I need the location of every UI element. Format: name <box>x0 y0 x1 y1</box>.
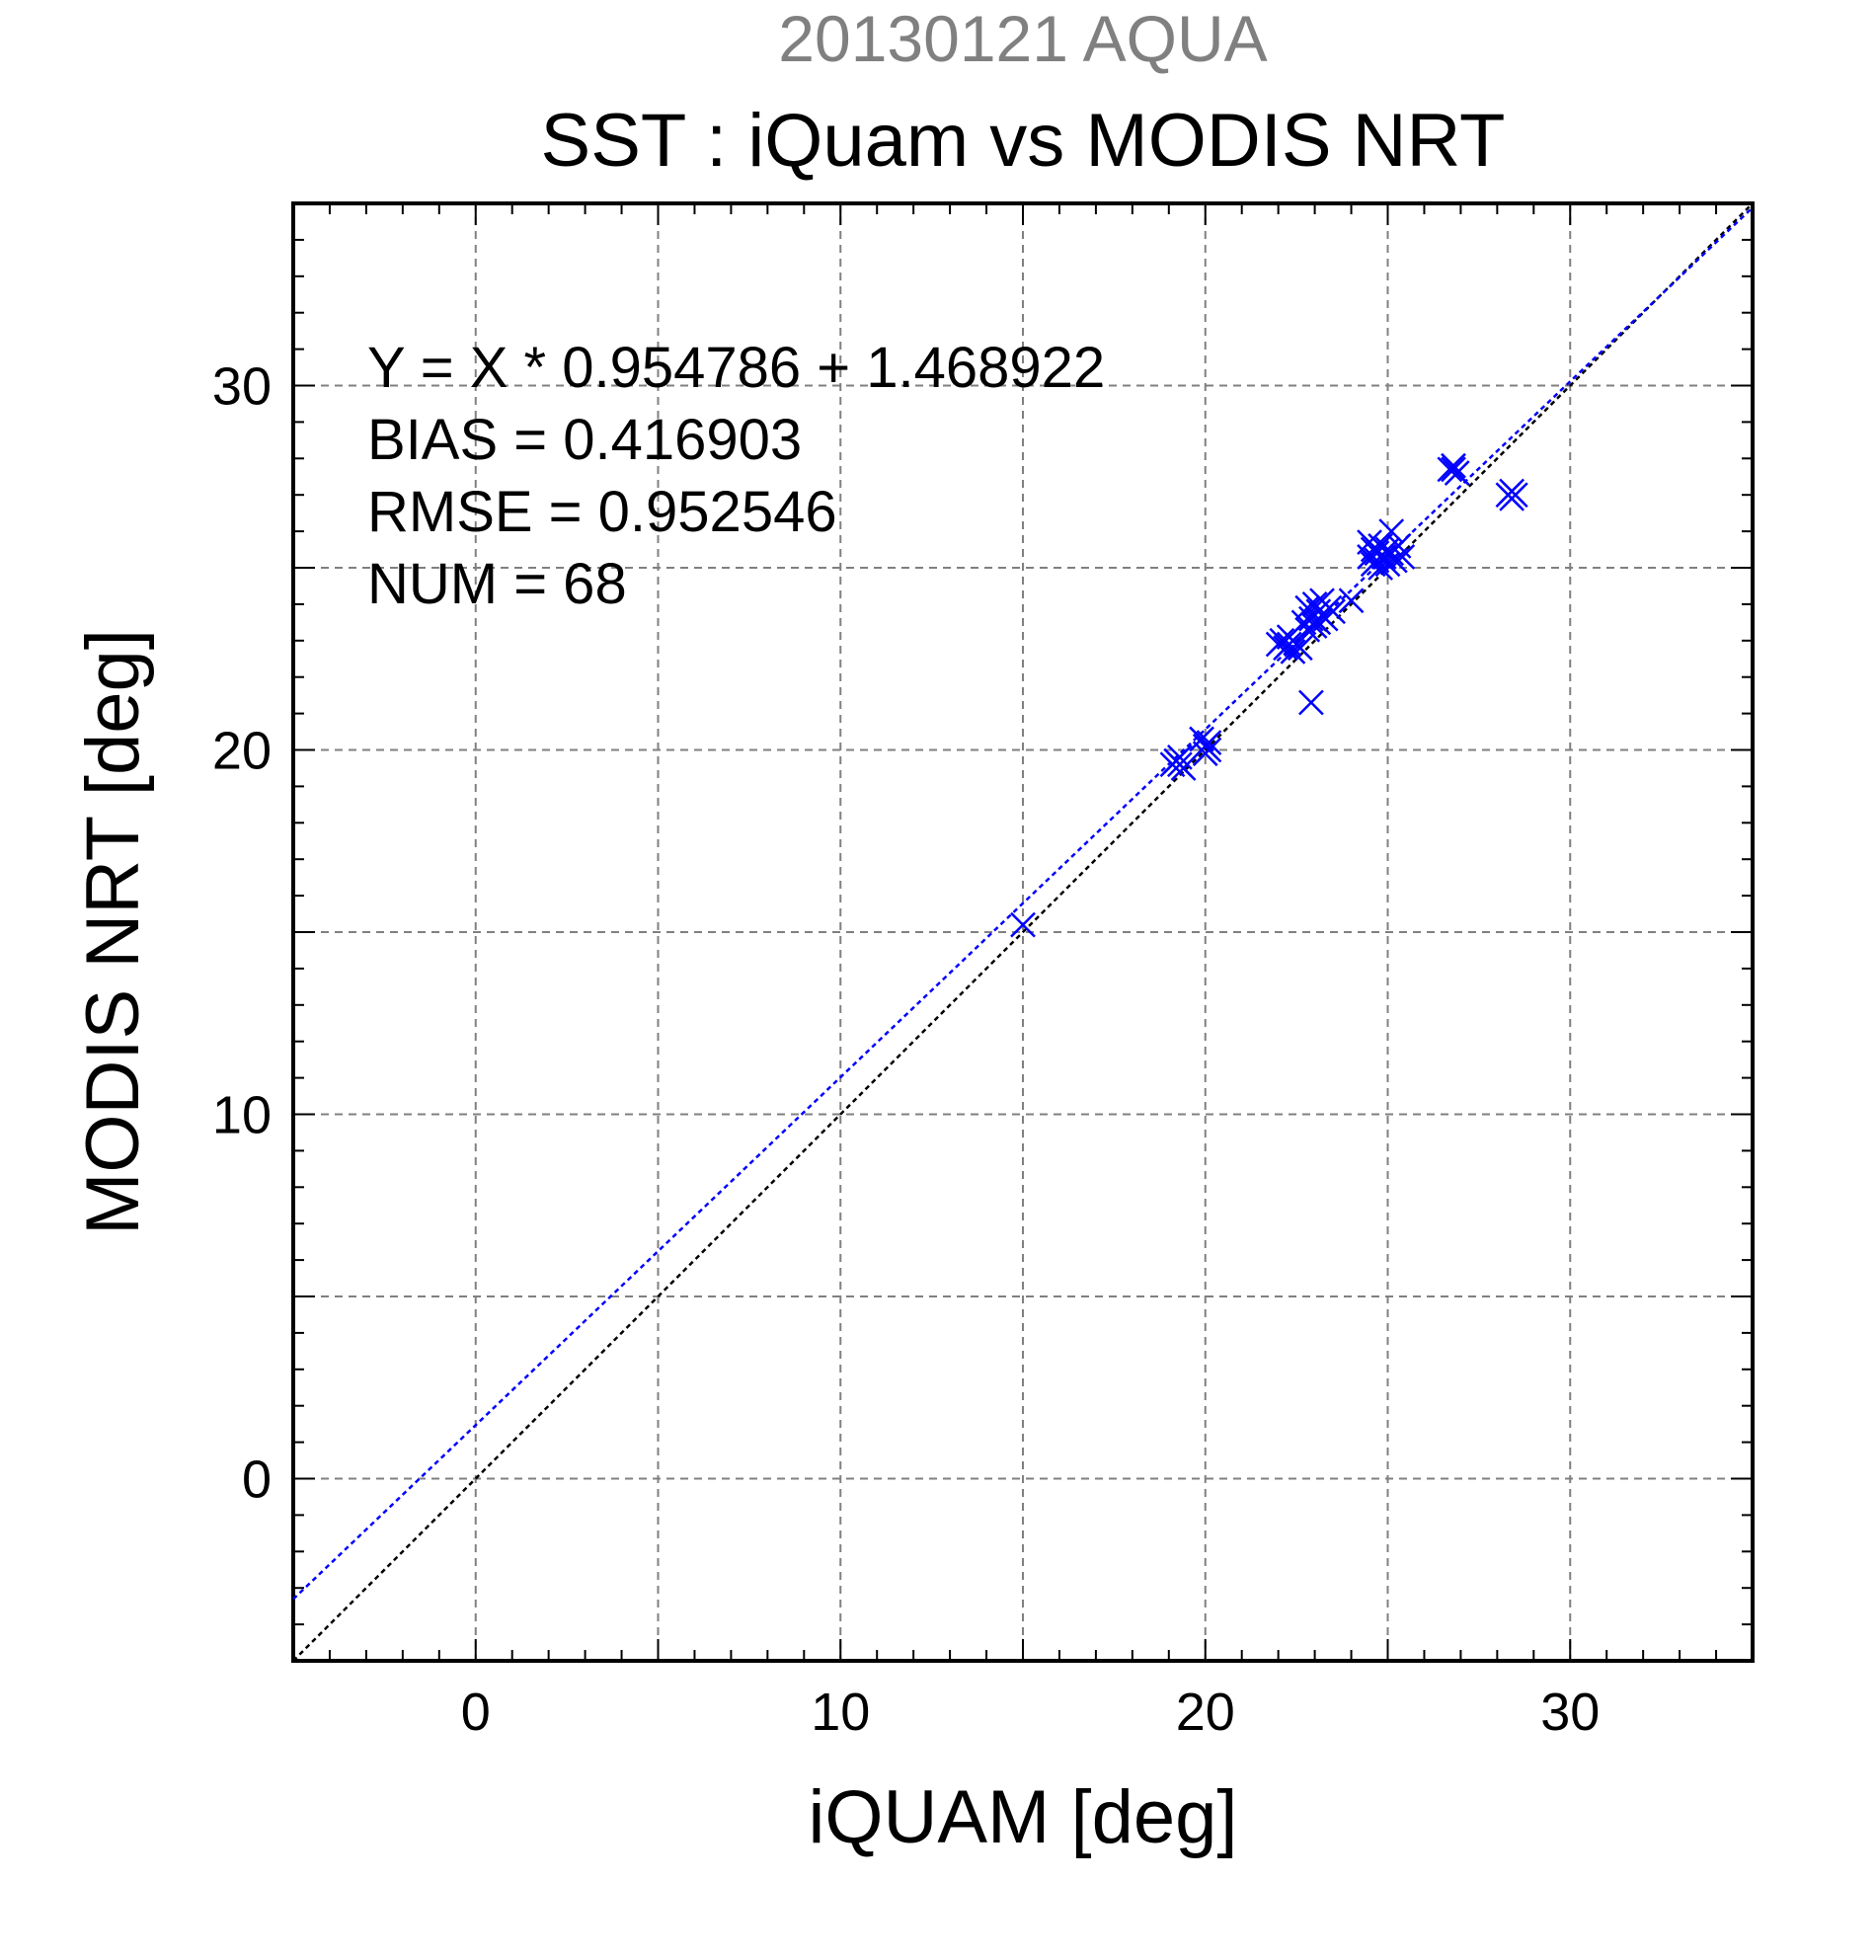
data-point <box>1382 547 1408 574</box>
data-point-stroke <box>1010 911 1036 938</box>
data-point <box>1305 609 1332 636</box>
data-point-stroke <box>1196 730 1222 756</box>
reference-lines <box>292 202 1754 1662</box>
data-points <box>1010 452 1528 938</box>
data-point-stroke <box>1370 544 1397 570</box>
data-point-stroke <box>1189 726 1214 752</box>
x-tick-label: 0 <box>461 1683 491 1742</box>
chart-title: SST : iQuam vs MODIS NRT <box>541 99 1506 183</box>
data-point <box>1378 518 1405 544</box>
grid-lines <box>293 203 1753 1661</box>
data-point <box>1196 730 1222 756</box>
stats-line: Y = X * 0.954786 + 1.468922 <box>367 336 1105 400</box>
data-point-stroke <box>1280 638 1306 665</box>
data-point-stroke <box>1368 532 1393 559</box>
data-point-stroke <box>1382 547 1408 574</box>
data-point <box>1170 755 1197 781</box>
data-point-stroke <box>1305 609 1332 636</box>
data-point-stroke <box>1170 755 1197 781</box>
data-point <box>1499 478 1525 505</box>
chart-subtitle: 20130121 AQUA <box>778 2 1267 75</box>
y-tick-label: 20 <box>212 722 272 781</box>
data-point <box>1287 635 1313 662</box>
data-point <box>1189 726 1214 752</box>
y-tick-label: 30 <box>212 357 272 417</box>
y-tick-label: 10 <box>212 1086 272 1145</box>
data-point-stroke <box>1338 588 1365 614</box>
stats-annotation: Y = X * 0.954786 + 1.468922 BIAS = 0.4169… <box>367 336 1105 616</box>
data-point <box>1196 737 1222 763</box>
y-tick-label: 0 <box>242 1450 272 1510</box>
fit-line <box>292 206 1754 1601</box>
data-point-stroke <box>1357 529 1382 556</box>
data-point <box>1338 588 1365 614</box>
data-point <box>1298 689 1324 716</box>
identity-line <box>292 202 1754 1662</box>
data-point-stroke <box>1320 598 1346 625</box>
x-tick-label: 30 <box>1540 1683 1600 1742</box>
y-axis-label: MODIS NRT [deg] <box>71 629 155 1235</box>
data-point-stroke <box>1378 518 1405 544</box>
data-point-stroke <box>1298 689 1324 716</box>
tick-labels: 0 10 20 30 0 10 20 30 <box>212 357 1600 1743</box>
data-point-stroke <box>1196 737 1222 763</box>
data-point-stroke <box>1167 744 1193 770</box>
stats-line: RMSE = 0.952546 <box>367 480 837 544</box>
x-axis-label: iQUAM [deg] <box>808 1775 1237 1859</box>
data-point-stroke <box>1294 594 1321 621</box>
data-point <box>1320 598 1346 625</box>
data-point <box>1010 911 1036 938</box>
data-point-stroke <box>1441 452 1466 479</box>
axis-ticks <box>292 202 1754 1662</box>
data-point-stroke <box>1276 631 1302 658</box>
x-tick-label: 10 <box>811 1683 870 1742</box>
data-point-stroke <box>1499 478 1525 505</box>
data-point-stroke <box>1389 544 1416 570</box>
data-point <box>1280 638 1306 665</box>
stats-line: NUM = 68 <box>367 552 627 616</box>
data-point <box>1441 452 1466 479</box>
stats-line: BIAS = 0.416903 <box>367 408 802 472</box>
data-point-stroke <box>1287 635 1313 662</box>
data-point-stroke <box>1385 532 1412 559</box>
x-tick-label: 20 <box>1176 1683 1235 1742</box>
data-point <box>1389 544 1416 570</box>
data-point <box>1441 456 1466 483</box>
data-point-stroke <box>1441 456 1466 483</box>
